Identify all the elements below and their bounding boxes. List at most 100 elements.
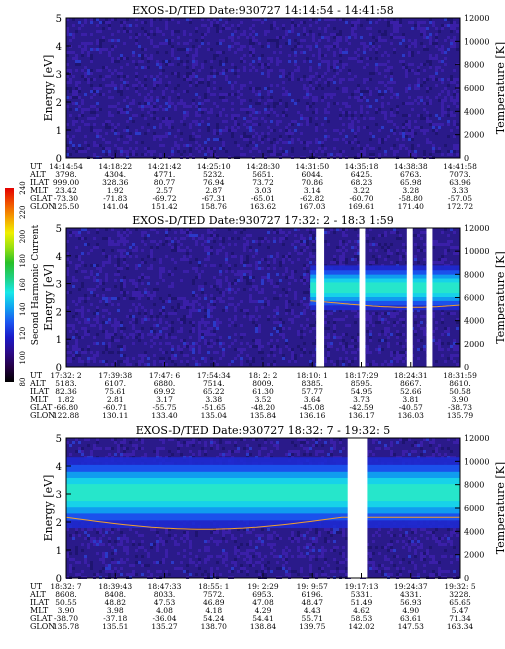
orbit-value: 135.78 [53,622,79,631]
orbit-value: 14:14:54 [49,162,83,171]
orbit-value: 3228. [449,590,470,599]
orbit-value: 50.58 [449,387,471,396]
y-axis-label: Energy [eV] [42,264,55,331]
orbit-value: 58.53 [351,614,373,623]
orbit-value: 3.90 [452,395,469,404]
orbit-value: 14:25:10 [197,162,231,171]
orbit-value: 14:18:22 [98,162,132,171]
orbit-value: 135.51 [102,622,128,631]
orbit-value: 4.29 [255,606,272,615]
orbit-value: 158.76 [201,202,227,211]
orbit-value: 17:47: 6 [149,371,181,380]
orbit-value: 147.53 [398,622,424,631]
orbit-value: 65.22 [203,387,225,396]
orbit-row-label: ALT [29,590,46,599]
orbit-value: 8385. [302,379,323,388]
orbit-value: 63.96 [449,178,471,187]
orbit-value: 3.52 [255,395,272,404]
orbit-value: 6763. [400,170,421,179]
orbit-value: 138.84 [250,622,276,631]
orbit-value: 18:39:43 [98,582,132,591]
orbit-value: 171.40 [398,202,424,211]
orbit-value: 163.62 [250,202,276,211]
y-tick-label: 5 [56,434,62,445]
y-tick-label: 5 [56,224,62,235]
y-tick-label: 2 [56,307,62,318]
orbit-value: 18:17:29 [345,371,379,380]
orbit-value: 65.65 [449,598,471,607]
orbit-value: 47.53 [154,598,176,607]
orbit-value: 71.34 [449,614,471,623]
orbit-value: -38.70 [54,614,78,623]
colorbar-tick-label: 100 [19,351,27,364]
orbit-value: 18: 2: 2 [249,371,278,380]
y2-tick-label: 0 [464,574,469,583]
orbit-value: 17:54:34 [197,371,231,380]
y2-tick-label: 0 [464,363,469,372]
orbit-row-label: UT [30,582,43,591]
orbit-value: 5232. [203,170,224,179]
orbit-value: 3798. [55,170,76,179]
orbit-value: 18:47:33 [148,582,182,591]
orbit-value: -71.83 [103,194,127,203]
data-gap [426,228,433,367]
orbit-value: 18:55: 1 [198,582,229,591]
orbit-value: 1.92 [107,186,124,195]
orbit-value: 68.23 [351,178,373,187]
orbit-value: 6880. [154,379,175,388]
orbit-value: 4.90 [402,606,419,615]
colorbar: 80 100 120 140 160 180 200 220 240 Second Harmoni… [5,181,41,386]
orbit-value: 75.61 [105,387,126,396]
temperature-trace [310,300,461,308]
orbit-value: 48.47 [302,598,324,607]
orbit-value: -62.82 [300,194,324,203]
orbit-value: 999.00 [53,178,79,187]
orbit-value: 18:10: 1 [297,371,328,380]
orbit-value: 69.92 [154,387,176,396]
temperature-trace [65,516,460,530]
y2-tick-label: 4000 [464,527,484,536]
orbit-value: 47.08 [252,598,274,607]
orbit-value: 19:24:37 [394,582,428,591]
orbit-value: 141.04 [102,202,128,211]
orbit-value: 5.47 [452,606,469,615]
orbit-value: 142.02 [348,622,374,631]
orbit-value: 8595. [351,379,372,388]
orbit-value: 3.17 [156,395,173,404]
orbit-value: 8610. [449,379,470,388]
panel-title: EXOS-D/TED Date:930727 14:14:54 - 14:41:… [132,4,394,17]
y2-tick-label: 2000 [464,551,484,560]
orbit-value: 133.40 [151,411,177,420]
orbit-row-label: MLT [30,395,49,404]
orbit-value: 2.57 [156,186,173,195]
orbit-row-label: MLT [30,186,49,195]
orbit-value: 3.14 [304,186,321,195]
orbit-value: 76.94 [203,178,225,187]
orbit-value: 172.72 [447,202,473,211]
orbit-value: -40.57 [399,403,423,412]
orbit-value: 19:32: 5 [444,582,476,591]
orbit-value: 3.38 [205,395,222,404]
y2-tick-label: 2000 [464,340,484,349]
orbit-value: 3.22 [353,186,370,195]
orbit-value: 5183. [55,379,76,388]
y2-tick-label: 10000 [464,457,489,466]
colorbar-tick-label: 80 [19,378,27,387]
orbit-value: 4331. [400,590,421,599]
orbit-value: 4.08 [156,606,173,615]
orbit-value: 1.82 [58,395,75,404]
spectrogram-panel: EXOS-D/TED Date:930727 17:32: 2 - 18:3 1… [29,214,505,420]
orbit-value: 14:35:18 [345,162,379,171]
orbit-value: 6953. [252,590,273,599]
orbit-value: 8608. [55,590,76,599]
orbit-value: 4.18 [205,606,222,615]
y2-tick-label: 12000 [464,14,489,23]
orbit-value: 5331. [351,590,372,599]
ion-band [310,265,461,311]
orbit-value: 19:17:13 [345,582,379,591]
colorbar-tick-label: 140 [19,303,27,316]
orbit-value: -57.05 [448,194,472,203]
y2-axis-label: Temperature [K] [494,251,505,343]
orbit-value: 4.62 [353,606,370,615]
